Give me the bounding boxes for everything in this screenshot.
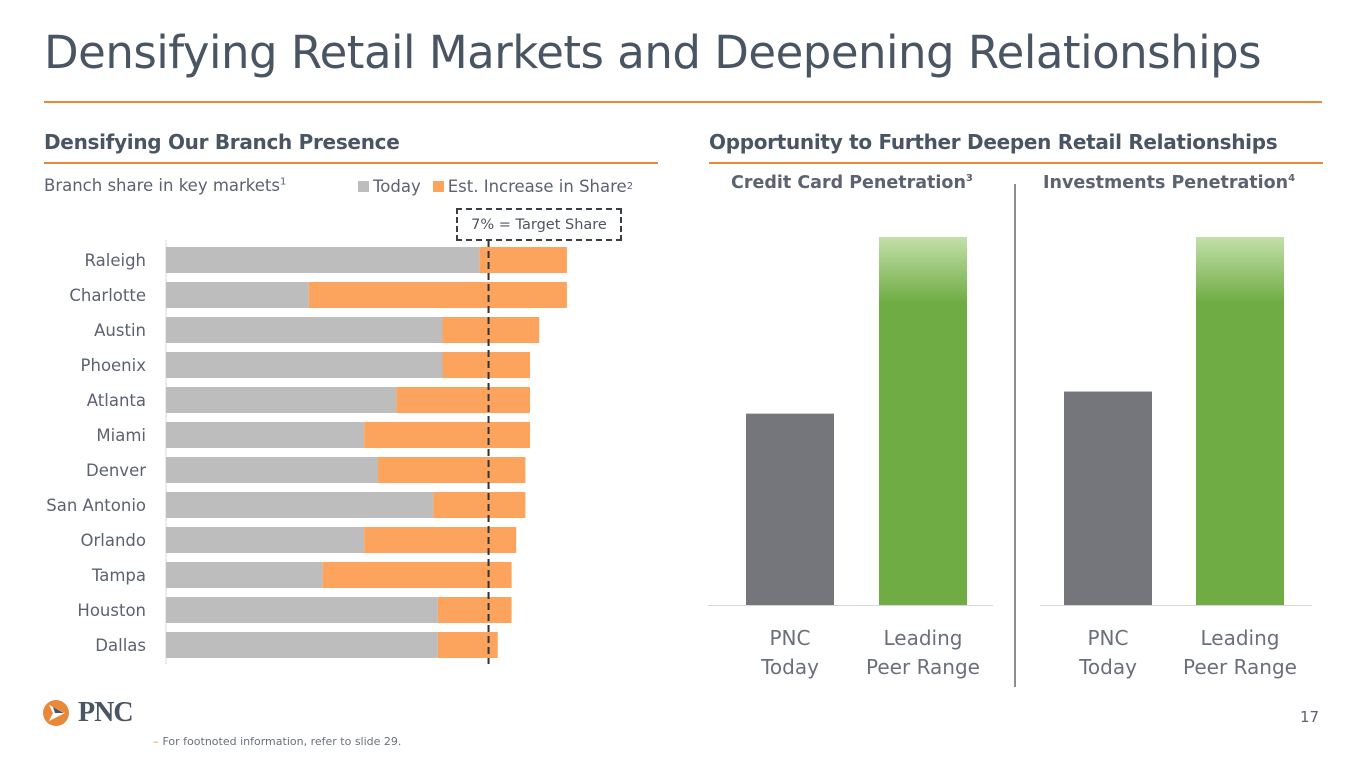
pnc-logo-icon — [43, 700, 69, 726]
category-label-phoenix: Phoenix — [81, 356, 147, 375]
category-label-line: Peer Range — [866, 655, 980, 679]
category-label-atlanta: Atlanta — [87, 391, 146, 410]
page-number: 17 — [1300, 708, 1320, 726]
bar-today-phoenix — [166, 352, 443, 378]
bar-today-dallas — [166, 632, 438, 658]
footnote: – For footnoted information, refer to sli… — [153, 735, 401, 748]
category-label-pnc-today: PNC Today — [1078, 626, 1137, 679]
target-share-label: 7% = Target Share — [456, 208, 622, 241]
bar-increase-dallas — [437, 632, 498, 658]
bar-today-houston — [166, 597, 438, 623]
bar-today-san-antonio — [166, 492, 434, 518]
bar-leading-peer — [1196, 237, 1284, 605]
investments-chart: PNC Today Leading Peer Range — [1040, 237, 1312, 679]
legend-today-label: Today — [373, 177, 421, 196]
category-label-charlotte: Charlotte — [69, 286, 146, 305]
category-label-leading-peer-range: Leading Peer Range — [866, 626, 980, 679]
category-label-orlando: Orlando — [81, 531, 147, 550]
legend-increase-swatch — [432, 181, 444, 192]
branch-share-subtitle: Branch share in key markets1 — [44, 176, 286, 195]
bar-increase-san-antonio — [433, 492, 526, 518]
left-section-divider — [44, 162, 658, 164]
bar-increase-miami — [364, 422, 531, 448]
left-section-heading: Densifying Our Branch Presence — [44, 130, 400, 154]
bar-increase-houston — [437, 597, 512, 623]
branch-share-chart: Raleigh Charlotte Austin Phoenix Atlanta Miam… — [46, 240, 567, 664]
branch-share-subtitle-text: Branch share in key markets — [44, 176, 280, 195]
slide-title: Densifying Retail Markets and Deepening … — [44, 26, 1262, 79]
category-label-line: Leading — [1201, 626, 1280, 650]
bar-today-tampa — [166, 562, 323, 588]
category-label-dallas: Dallas — [95, 636, 146, 655]
investments-footnote: 4 — [1288, 173, 1296, 185]
pnc-logo-text: PNC — [78, 697, 134, 728]
bar-increase-atlanta — [396, 387, 531, 413]
footnote-text: For footnoted information, refer to slid… — [162, 735, 402, 748]
category-label-line: PNC — [1088, 626, 1129, 650]
legend-increase: Est. Increase in Share 2 — [432, 177, 634, 196]
bar-pnc-today — [746, 413, 834, 605]
credit-card-footnote: 3 — [965, 173, 973, 185]
bar-increase-denver — [377, 457, 526, 483]
legend-increase-footnote: 2 — [626, 181, 634, 192]
bar-increase-orlando — [364, 527, 517, 553]
bar-today-raleigh — [166, 247, 480, 273]
bar-increase-raleigh — [479, 247, 567, 273]
footnote-bullet: – — [153, 735, 159, 748]
category-label-line: Peer Range — [1183, 655, 1297, 679]
category-label-line: PNC — [770, 626, 811, 650]
bar-today-atlanta — [166, 387, 397, 413]
bar-today-austin — [166, 317, 443, 343]
right-section-divider — [709, 162, 1323, 164]
bar-today-orlando — [166, 527, 365, 553]
investments-panel-title-text: Investments Penetration — [1043, 173, 1289, 193]
legend-today-swatch — [358, 181, 369, 192]
bar-today-denver — [166, 457, 378, 483]
bar-today-charlotte — [166, 282, 309, 308]
branch-share-footnote: 1 — [280, 176, 287, 188]
panel-divider — [1014, 184, 1016, 687]
bar-today-miami — [166, 422, 365, 448]
bar-leading-peer — [879, 237, 967, 605]
legend-today: Today — [358, 177, 421, 196]
category-label-leading-peer-range: Leading Peer Range — [1183, 626, 1297, 679]
category-label-line: Today — [760, 655, 819, 679]
title-divider — [44, 101, 1322, 103]
chart-legend: Today Est. Increase in Share 2 — [358, 177, 645, 196]
credit-card-panel-title: Credit Card Penetration3 — [731, 173, 973, 193]
pnc-logo: PNC — [42, 697, 134, 729]
category-label-denver: Denver — [86, 461, 146, 480]
bar-pnc-today — [1064, 391, 1152, 605]
category-label-raleigh: Raleigh — [85, 251, 146, 270]
investments-panel-title: Investments Penetration4 — [1043, 173, 1295, 193]
category-label-tampa: Tampa — [91, 566, 146, 585]
category-label-houston: Houston — [77, 601, 146, 620]
category-label-austin: Austin — [94, 321, 146, 340]
category-label-line: Leading — [884, 626, 963, 650]
credit-card-chart: PNC Today Leading Peer Range — [708, 237, 993, 679]
bar-increase-charlotte — [308, 282, 567, 308]
bar-increase-austin — [442, 317, 540, 343]
category-label-line: Today — [1078, 655, 1137, 679]
category-label-miami: Miami — [96, 426, 146, 445]
category-label-pnc-today: PNC Today — [760, 626, 819, 679]
bar-increase-tampa — [322, 562, 512, 588]
bar-increase-phoenix — [442, 352, 531, 378]
right-section-heading: Opportunity to Further Deepen Retail Rel… — [709, 130, 1278, 154]
credit-card-panel-title-text: Credit Card Penetration — [731, 173, 966, 193]
legend-increase-label: Est. Increase in Share — [447, 177, 627, 196]
category-label-san-antonio: San Antonio — [46, 496, 146, 515]
